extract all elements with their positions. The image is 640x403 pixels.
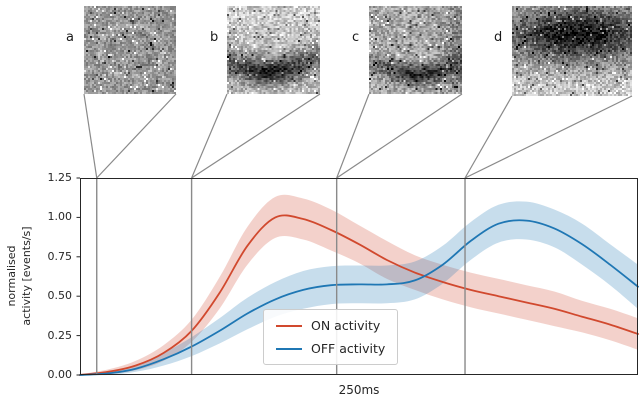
connector-d — [465, 96, 512, 178]
connector-c — [337, 94, 369, 178]
connector-c — [337, 94, 462, 178]
y-axis-label: normalised activity [events/s] — [4, 176, 36, 376]
figure: a b c d 0.00 0.25 0.50 0.75 1.00 1.25 normali… — [0, 0, 640, 403]
legend-item-off-activity: OFF activity — [276, 341, 385, 356]
connector-a — [97, 94, 176, 178]
connector-b — [192, 94, 320, 178]
y-tick-label-0.25: 0.25 — [38, 329, 72, 342]
y-tick-label-0.00: 0.00 — [38, 368, 72, 381]
legend-swatch-off-activity — [276, 348, 302, 350]
legend: ON activity OFF activity — [263, 309, 398, 365]
legend-label-on-activity: ON activity — [311, 318, 380, 333]
legend-label-off-activity: OFF activity — [311, 341, 385, 356]
legend-swatch-on-activity — [276, 325, 302, 327]
y-tick-label-1.00: 1.00 — [38, 210, 72, 223]
legend-item-on-activity: ON activity — [276, 318, 385, 333]
y-axis-label-line1: normalised — [4, 176, 19, 376]
connector-d — [465, 96, 632, 178]
y-axis-label-line2: activity [events/s] — [19, 176, 34, 376]
y-tick-label-1.25: 1.25 — [38, 171, 72, 184]
connector-a — [84, 94, 97, 178]
y-tick-label-0.75: 0.75 — [38, 250, 72, 263]
connector-b — [192, 94, 227, 178]
x-axis-label: 250ms — [80, 383, 638, 397]
y-tick-label-0.50: 0.50 — [38, 289, 72, 302]
